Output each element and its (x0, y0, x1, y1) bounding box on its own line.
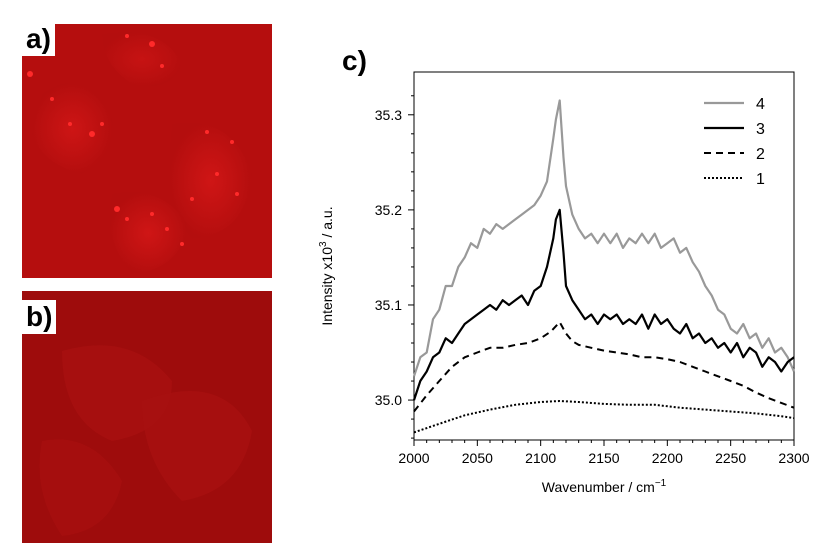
y-axis-label-superscript: 3 (318, 241, 329, 247)
panel-label-a: a) (22, 22, 55, 56)
chart-legend: 4 3 2 1 (704, 96, 765, 188)
x-axis-label: Wavenumber / cm−1 (542, 478, 667, 495)
legend-label-2: 2 (756, 146, 765, 163)
panel-label-b: b) (22, 300, 57, 334)
y-tick-label: 35.3 (375, 107, 402, 123)
cell-region (109, 192, 187, 274)
panel-label-c: c) (342, 45, 367, 76)
series-line-1 (413, 400, 795, 434)
x-tick-label: 2300 (778, 450, 809, 466)
y-axis-label: Intensity x103 / a.u. (318, 206, 335, 325)
cell-region (39, 439, 122, 536)
chart-axes: 2000 2050 2100 2150 2200 2250 2300 35.0 35.1 35.2… (375, 71, 810, 466)
cell-region (32, 83, 113, 174)
x-tick-label: 2250 (715, 450, 746, 466)
x-tick-label: 2100 (525, 450, 556, 466)
legend-label-1: 1 (756, 171, 765, 188)
cell-region (102, 32, 182, 87)
legend-label-4: 4 (756, 96, 765, 113)
x-tick-label: 2000 (398, 450, 429, 466)
x-axis-label-superscript: −1 (655, 478, 667, 489)
series-line-3 (412, 208, 795, 401)
microscopy-image-b-svg (22, 291, 272, 543)
x-tick-label: 2200 (652, 450, 683, 466)
cell-region (169, 122, 252, 239)
microscopy-image-a-svg (22, 24, 272, 278)
cell-region (142, 391, 252, 501)
y-axis-label-unit: / a.u. (319, 206, 335, 241)
chart-series (412, 99, 796, 434)
x-tick-label: 2150 (588, 450, 619, 466)
y-tick-label: 35.0 (375, 392, 402, 408)
microscopy-image-b (22, 291, 272, 543)
bright-spots (27, 34, 239, 246)
series-line-4 (412, 99, 796, 377)
x-tick-label: 2050 (462, 450, 493, 466)
y-tick-label: 35.1 (375, 297, 402, 313)
series-line-2 (413, 321, 795, 413)
legend-label-3: 3 (756, 121, 765, 138)
y-tick-label: 35.2 (375, 202, 402, 218)
microscopy-image-a (22, 24, 272, 278)
